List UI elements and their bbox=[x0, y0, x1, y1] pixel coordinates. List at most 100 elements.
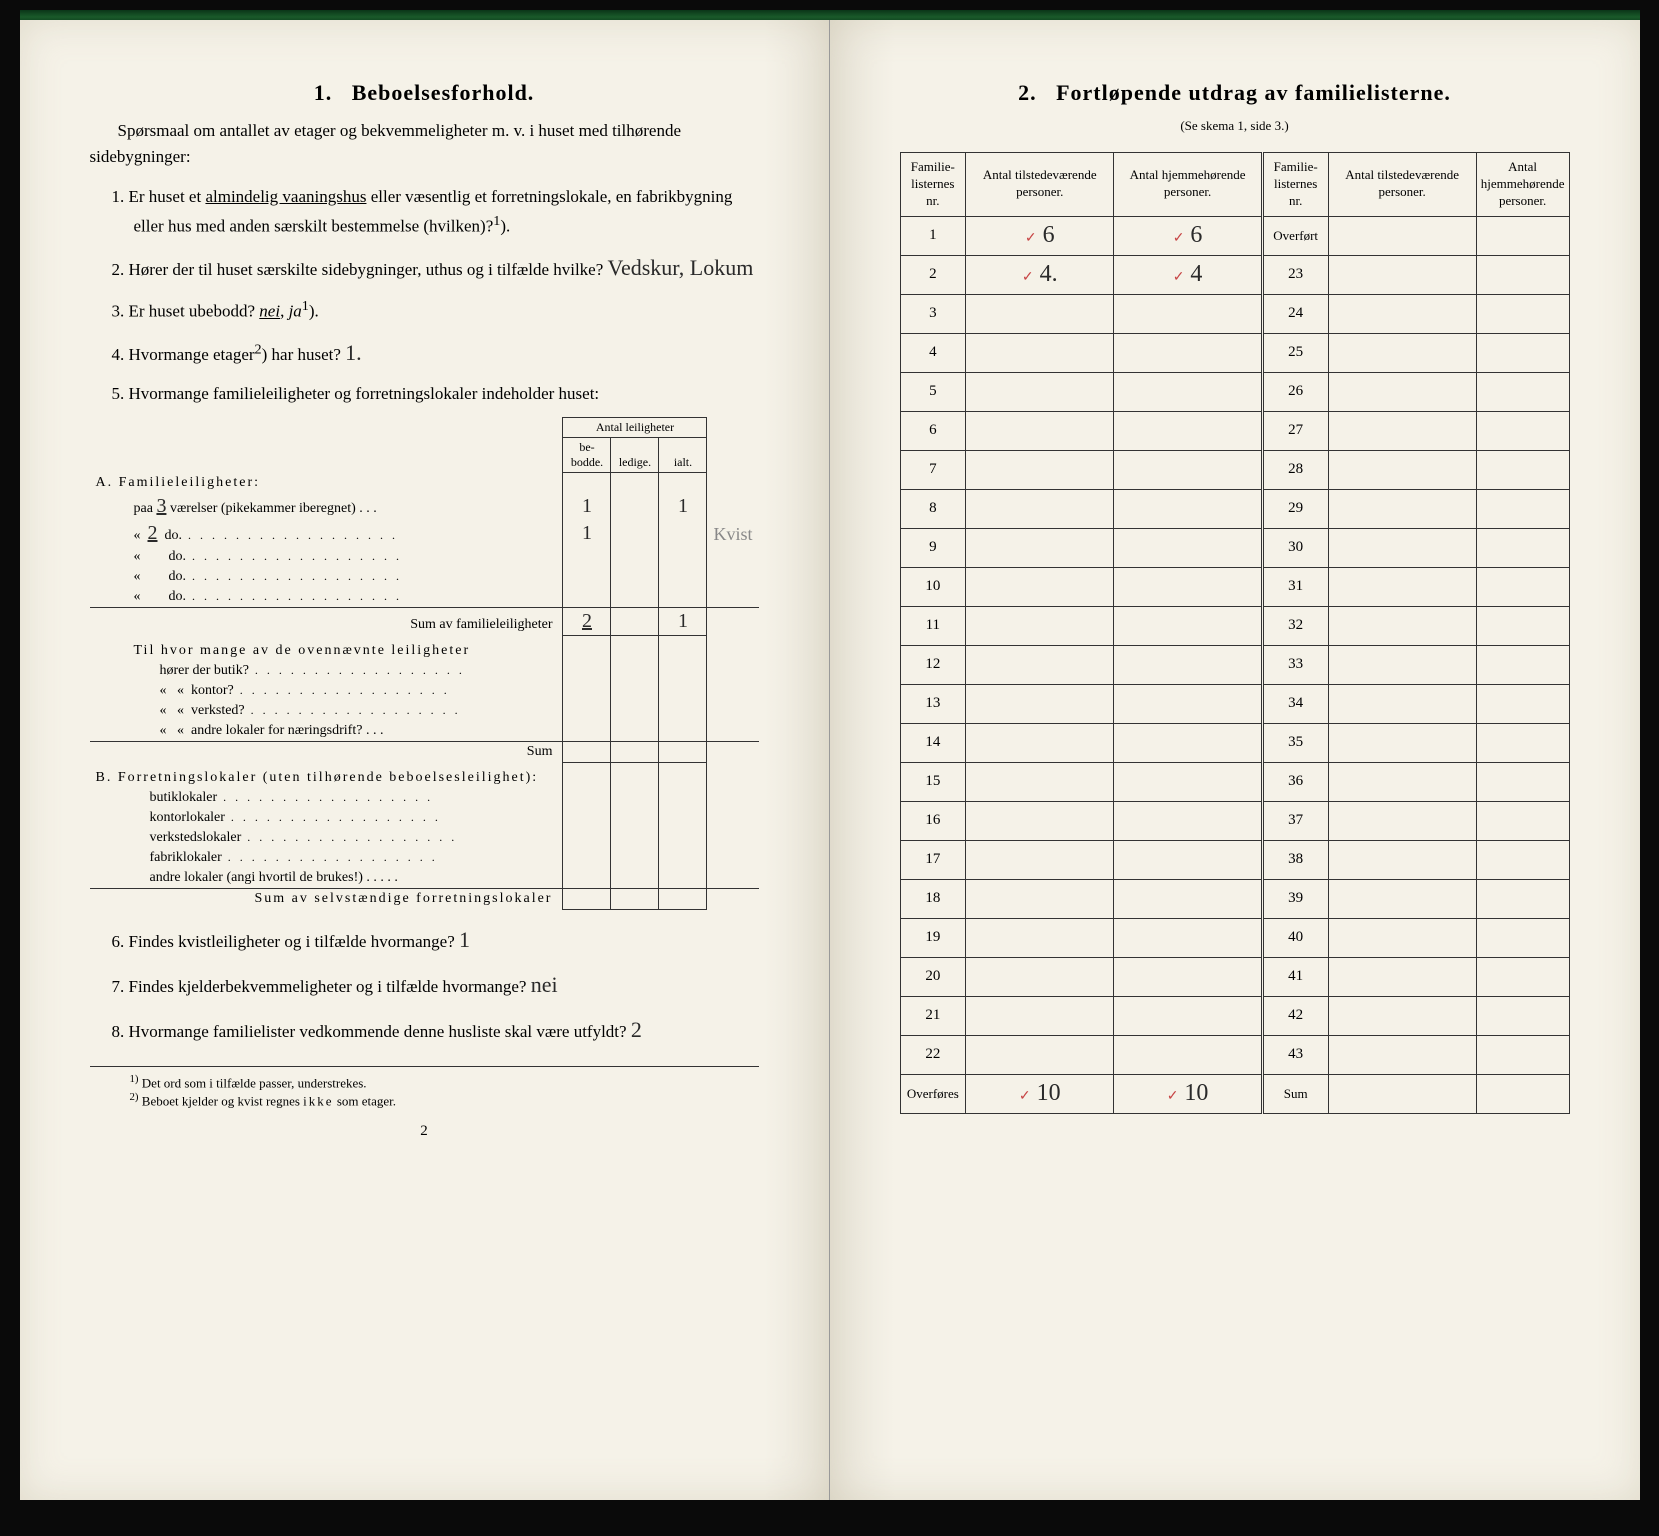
row-num-left: 8 bbox=[900, 489, 966, 528]
sum-home bbox=[1476, 1074, 1569, 1113]
apt-row-3: « do. bbox=[90, 547, 759, 567]
cell-home-right bbox=[1476, 606, 1569, 645]
cell-present-right bbox=[1328, 294, 1476, 333]
question-1: 1. Er huset et almindelig vaaningshus el… bbox=[90, 183, 759, 240]
title-text: Beboelsesforhold. bbox=[352, 80, 535, 105]
apt-header-row2: be-bodde. ledige. ialt. bbox=[90, 438, 759, 473]
fn2: Beboet kjelder og kvist regnes ikke som … bbox=[142, 1093, 396, 1108]
question-8: 8. Hvormange familielister vedkommende d… bbox=[90, 1012, 759, 1047]
table-row: 728 bbox=[900, 450, 1569, 489]
row1-txt: værelser (pikekammer iberegnet) . . . bbox=[170, 501, 377, 516]
apt-header-group: Antal leiligheter bbox=[563, 418, 707, 438]
q4-handwritten: 1. bbox=[345, 340, 362, 365]
cell-home-right bbox=[1476, 1035, 1569, 1074]
table-row: 324 bbox=[900, 294, 1569, 333]
total-present: ✓10 bbox=[966, 1074, 1114, 1113]
cell-home-left bbox=[1114, 918, 1262, 957]
cell-present-right bbox=[1328, 918, 1476, 957]
row-num-left: 12 bbox=[900, 645, 966, 684]
extract-table: Familie-listernes nr. Antal tilstedevære… bbox=[900, 152, 1570, 1114]
table-row: 627 bbox=[900, 411, 1569, 450]
row-num-right: 23 bbox=[1262, 255, 1328, 294]
cell-present-left bbox=[966, 762, 1114, 801]
cell-present-right bbox=[1328, 957, 1476, 996]
total-home: ✓10 bbox=[1114, 1074, 1262, 1113]
b-row-3: verkstedslokaler bbox=[90, 828, 759, 848]
cell-home-right bbox=[1476, 567, 1569, 606]
cell-present-right bbox=[1328, 762, 1476, 801]
eh3: Antal hjemmehørende personer. bbox=[1114, 153, 1262, 217]
cell-home-left bbox=[1114, 528, 1262, 567]
row-num-left: 5 bbox=[900, 372, 966, 411]
cell-home-left bbox=[1114, 1035, 1262, 1074]
cell-present-right bbox=[1328, 723, 1476, 762]
sub4: andre lokaler for næringsdrift? bbox=[191, 723, 362, 738]
q7-num: 7. bbox=[112, 977, 125, 996]
row-num-left: 4 bbox=[900, 333, 966, 372]
cell-home-right bbox=[1476, 645, 1569, 684]
q8-hw: 2 bbox=[631, 1017, 642, 1042]
question-3: 3. Er huset ubebodd? nei, ja1). bbox=[90, 295, 759, 325]
sub-row-3: « « verksted? bbox=[90, 701, 759, 721]
b5: andre lokaler (angi hvortil de brukes!) bbox=[150, 870, 363, 885]
fn1: Det ord som i tilfælde passer, understre… bbox=[142, 1075, 367, 1090]
sub2: kontor? bbox=[191, 683, 234, 698]
apt-header-row: Antal leiligheter bbox=[90, 418, 759, 438]
row-num-right: 40 bbox=[1262, 918, 1328, 957]
table-row: 2✓4.✓423 bbox=[900, 255, 1569, 294]
sect-a: A. Familieleiligheter: bbox=[90, 473, 563, 493]
row-num-right: Overført bbox=[1262, 216, 1328, 255]
row-num-left: 14 bbox=[900, 723, 966, 762]
cell-present-left bbox=[966, 567, 1114, 606]
cell-home-right bbox=[1476, 255, 1569, 294]
cell-present-right bbox=[1328, 450, 1476, 489]
table-row: 2142 bbox=[900, 996, 1569, 1035]
sum-a: Sum av familieleiligheter bbox=[90, 607, 563, 635]
page-number-left: 2 bbox=[90, 1123, 759, 1140]
row-num-left: 6 bbox=[900, 411, 966, 450]
row-num-left: 15 bbox=[900, 762, 966, 801]
row-num-left: 10 bbox=[900, 567, 966, 606]
q3-sup: 1 bbox=[302, 298, 309, 314]
cell-present-right bbox=[1328, 372, 1476, 411]
row-num-right: 26 bbox=[1262, 372, 1328, 411]
row-num-right: 32 bbox=[1262, 606, 1328, 645]
q1-underline: almindelig vaaningshus bbox=[205, 187, 366, 206]
cell-home-left bbox=[1114, 684, 1262, 723]
cell-present-right bbox=[1328, 840, 1476, 879]
cell-home-left bbox=[1114, 879, 1262, 918]
table-row: 1839 bbox=[900, 879, 1569, 918]
sum-b-row: Sum av selvstændige forretningslokaler bbox=[90, 889, 759, 910]
intro-text: Spørsmaal om antallet av etager og bekve… bbox=[90, 118, 759, 169]
row-num-right: 25 bbox=[1262, 333, 1328, 372]
table-row: 1✓6✓6Overført bbox=[900, 216, 1569, 255]
row-num-right: 35 bbox=[1262, 723, 1328, 762]
cell-home-right bbox=[1476, 684, 1569, 723]
eh4: Familie-listernes nr. bbox=[1262, 153, 1328, 217]
sub-sum: Sum bbox=[90, 742, 563, 763]
row-num-right: 33 bbox=[1262, 645, 1328, 684]
cell-home-left bbox=[1114, 333, 1262, 372]
left-page: 1. Beboelsesforhold. Spørsmaal om antall… bbox=[20, 20, 830, 1500]
cell-present-left bbox=[966, 411, 1114, 450]
cell-home-right bbox=[1476, 489, 1569, 528]
q2-handwritten: Vedskur, Lokum bbox=[608, 255, 754, 280]
table-row: 1031 bbox=[900, 567, 1569, 606]
cell-present-right bbox=[1328, 333, 1476, 372]
do3: do. bbox=[169, 549, 187, 564]
cell-present-right bbox=[1328, 606, 1476, 645]
do4: do. bbox=[169, 569, 187, 584]
b4: fabriklokaler bbox=[150, 850, 222, 865]
row-num-left: 17 bbox=[900, 840, 966, 879]
q1-a: Er huset et bbox=[129, 187, 206, 206]
cell-home-left bbox=[1114, 411, 1262, 450]
cell-present-left: ✓4. bbox=[966, 255, 1114, 294]
cell-present-left bbox=[966, 645, 1114, 684]
cell-home-right bbox=[1476, 762, 1569, 801]
cell-present-left bbox=[966, 528, 1114, 567]
eh6: Antal hjemmehørende personer. bbox=[1476, 153, 1569, 217]
cell-home-right bbox=[1476, 528, 1569, 567]
sub-row-1: hører der butik? bbox=[90, 661, 759, 681]
q8-num: 8. bbox=[112, 1022, 125, 1041]
r1v3: 1 bbox=[678, 495, 688, 517]
